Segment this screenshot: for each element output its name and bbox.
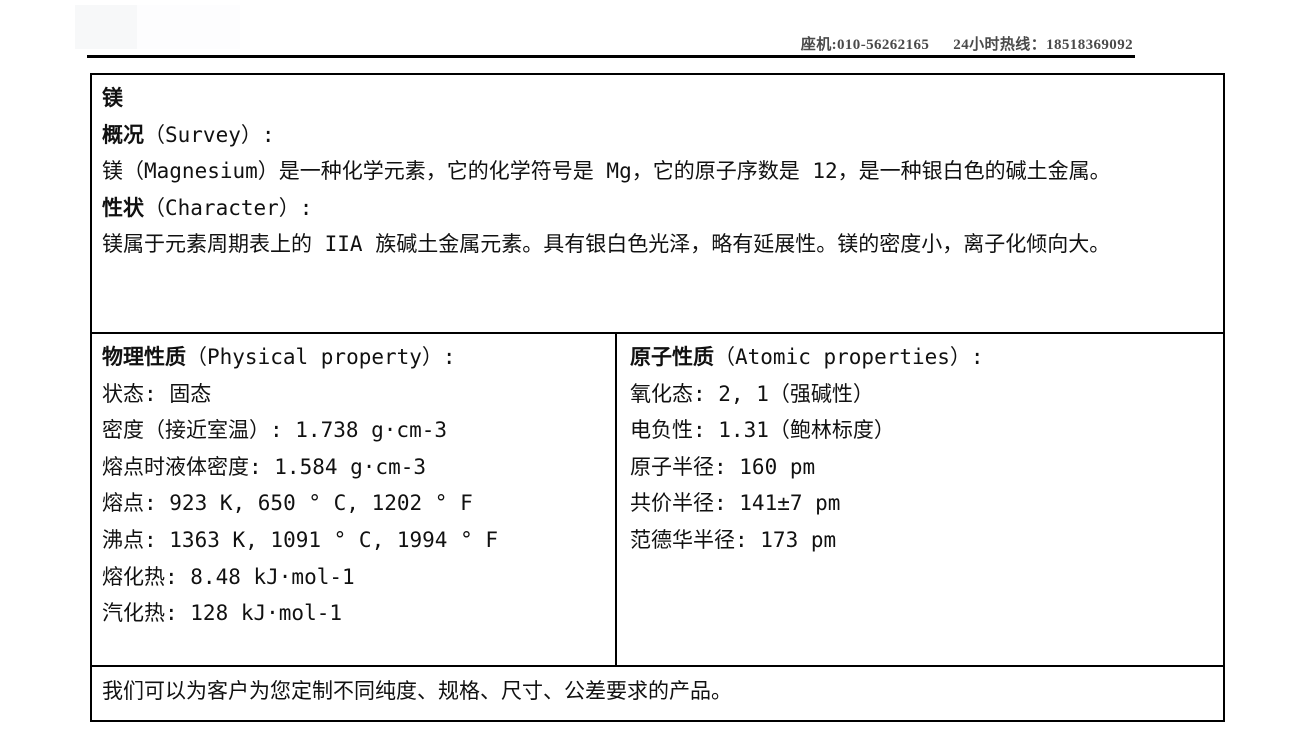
atomic-row-atomic-radius: 原子半径: 160 pm [630,454,816,479]
physical-properties-cell: 物理性质（Physical property）: 状态: 固态 密度（接近室温）… [92,334,617,665]
atomic-heading: 原子性质（Atomic properties）: [630,339,1213,376]
physical-row-liquid-density: 熔点时液体密度: 1.584 g·cm-3 [102,454,427,479]
product-info-table: 镁 概况（Survey）: 镁（Magnesium）是一种化学元素，它的化学符号… [90,73,1225,722]
character-heading-en: （Character）: [144,195,313,220]
survey-text: 镁（Magnesium）是一种化学元素，它的化学符号是 Mg，它的原子序数是 1… [102,159,1111,184]
atomic-row-oxidation-states: 氧化态: 2, 1（强碱性） [630,381,874,406]
atomic-row-covalent-radius: 共价半径: 141±7 pm [630,491,841,516]
properties-section: 物理性质（Physical property）: 状态: 固态 密度（接近室温）… [92,334,1223,667]
physical-heading-en: （Physical property）: [186,345,456,369]
atomic-heading-en: （Atomic properties）: [714,345,984,369]
physical-heading: 物理性质（Physical property）: [102,339,605,376]
custom-note: 我们可以为客户为您定制不同纯度、规格、尺寸、公差要求的产品。 [102,679,732,703]
survey-heading-en: （Survey）: [144,122,275,147]
physical-row-boiling-point: 沸点: 1363 K, 1091 ° C, 1994 ° F [102,527,499,552]
physical-row-melting-point: 熔点: 923 K, 650 ° C, 1202 ° F [102,491,473,516]
atomic-row-electronegativity: 电负性: 1.31（鲍林标度） [630,418,895,443]
product-title: 镁 [102,86,123,110]
custom-note-row: 我们可以为客户为您定制不同纯度、规格、尺寸、公差要求的产品。 [92,667,1223,718]
atomic-row-van-der-waals-radius: 范德华半径: 173 pm [630,527,837,552]
header-divider [87,55,1135,58]
atomic-properties-cell: 原子性质（Atomic properties）: 氧化态: 2, 1（强碱性） … [617,334,1223,665]
character-heading: 性状（Character）: [102,190,1209,227]
survey-heading-zh: 概况 [102,122,144,147]
physical-row-heat-of-vaporization: 汽化热: 128 kJ·mol-1 [102,601,343,626]
physical-row-density: 密度（接近室温）: 1.738 g·cm-3 [102,418,448,443]
physical-heading-zh: 物理性质 [102,345,186,369]
landline-number: 座机:010-56262165 [800,37,930,53]
overview-section: 镁 概况（Survey）: 镁（Magnesium）是一种化学元素，它的化学符号… [92,75,1223,334]
hotline-number: 24小时热线：18518369092 [953,37,1133,53]
physical-row-state: 状态: 固态 [102,381,212,406]
logo-placeholder [75,5,240,49]
character-heading-zh: 性状 [102,195,144,220]
physical-row-heat-of-fusion: 熔化热: 8.48 kJ·mol-1 [102,564,355,589]
character-text: 镁属于元素周期表上的 IIA 族碱土金属元素。具有银白色光泽，略有延展性。镁的密… [102,232,1111,257]
atomic-heading-zh: 原子性质 [630,345,714,369]
header-contact: 座机:010-56262165 24小时热线：18518369092 [801,33,1133,54]
survey-heading: 概况（Survey）: [102,117,1209,154]
